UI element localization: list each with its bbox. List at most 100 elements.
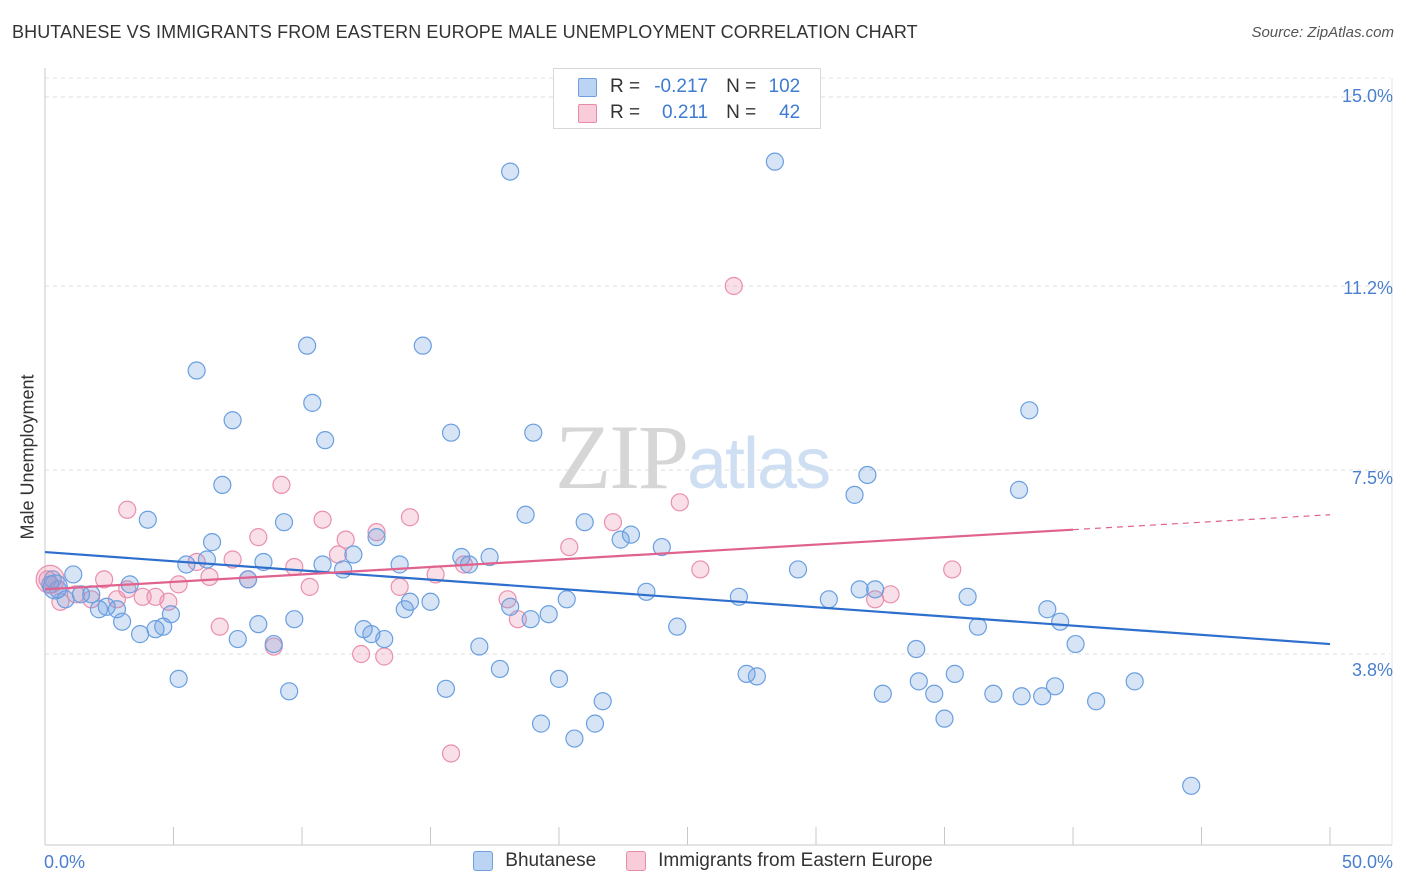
bhutanese-point [480, 547, 499, 567]
bhutanese-point [161, 605, 181, 624]
eastern-europe-point [210, 617, 229, 636]
bhutanese-point [138, 510, 157, 529]
bhutanese-point [316, 431, 335, 450]
bhutanese-point [249, 615, 268, 634]
legend: Bhutanese Immigrants from Eastern Europe [0, 850, 1406, 872]
legend-label: Immigrants from Eastern Europe [658, 850, 933, 871]
bhutanese-point [187, 361, 206, 380]
bhutanese-point [925, 684, 944, 703]
eastern-europe-point [200, 567, 219, 587]
bhutanese-point [1012, 687, 1031, 706]
bhutanese-point [441, 423, 461, 442]
bhutanese-point [549, 669, 569, 688]
bhutanese-point [747, 667, 766, 686]
correlation-stats-box: R = -0.217 N = 102 R = 0.211 N = 42 [553, 68, 821, 129]
bhutanese-point [228, 629, 247, 649]
bhutanese-point [413, 336, 432, 355]
n-label: N = [726, 76, 757, 97]
bhutanese-point [197, 550, 217, 569]
bhutanese-point [1038, 600, 1057, 619]
bhutanese-point [652, 537, 671, 557]
bhutanese-point [1045, 677, 1065, 696]
eastern-europe-point [95, 570, 114, 589]
bhutanese-point [436, 679, 456, 698]
bhutanese-trend-line [44, 550, 1331, 646]
eastern-europe-point [375, 647, 394, 666]
stats-row-bhutanese: R = -0.217 N = 102 [578, 74, 800, 100]
bhutanese-point [254, 552, 273, 572]
n-value: 42 [779, 102, 801, 123]
eastern-europe-point [400, 508, 420, 527]
bhutanese-point [637, 582, 656, 601]
bhutanese-point [130, 625, 150, 644]
r-label: R = [610, 76, 641, 97]
bhutanese-point [501, 162, 520, 181]
bhutanese-point [668, 617, 687, 636]
n-label: N = [726, 102, 757, 123]
y-axis-label: Male Unemployment [17, 374, 38, 540]
bhutanese-point [1125, 672, 1144, 691]
eastern-europe-point [441, 744, 461, 763]
stats-row-eastern-europe: R = 0.211 N = 42 [578, 100, 800, 126]
legend-item-bhutanese[interactable]: Bhutanese [473, 850, 596, 872]
eastern-europe-point [670, 493, 689, 512]
bhutanese-point [344, 545, 363, 564]
bhutanese-point [501, 597, 520, 616]
bhutanese-point [223, 411, 242, 430]
x-tick-label-max: 50.0% [1341, 852, 1393, 872]
bhutanese-point [1066, 634, 1085, 654]
eastern-europe-trend-line [44, 528, 1074, 591]
bhutanese-point [334, 560, 353, 579]
bhutanese-point [907, 639, 926, 659]
n-value: 102 [768, 76, 801, 97]
bhutanese-point [375, 629, 394, 649]
bhutanese-point [873, 684, 892, 703]
bhutanese-point [1182, 776, 1201, 795]
bhutanese-point [390, 555, 409, 574]
eastern-europe-point [390, 577, 409, 596]
watermark-atlas: atlas [687, 424, 831, 504]
bhutanese-point [858, 465, 877, 485]
bhutanese-point [71, 585, 91, 604]
eastern-europe-point [943, 560, 962, 579]
bhutanese-point [593, 692, 612, 711]
bhutanese-point [264, 634, 283, 654]
bhutanese-point [470, 637, 489, 656]
bhutanese-point [169, 669, 188, 688]
bhutanese-point [968, 617, 988, 636]
bhutanese-point [298, 336, 317, 355]
bhutanese-point [112, 612, 132, 631]
bhutanese-point [935, 709, 954, 728]
r-value: 0.211 [661, 102, 709, 123]
y-tick-label: 15.0% [1341, 86, 1393, 106]
eastern-europe-point [285, 557, 304, 577]
eastern-europe-point [691, 560, 710, 579]
bhutanese-point [303, 393, 322, 412]
bhutanese-point [274, 513, 294, 532]
bhutanese-point [280, 682, 299, 701]
bhutanese-point [521, 610, 540, 629]
eastern-europe-point [352, 644, 371, 664]
bhutanese-point [238, 570, 258, 589]
bhutanese-point [575, 513, 594, 532]
watermark-zip: ZIP [555, 406, 689, 508]
bhutanese-point [984, 684, 1003, 703]
eastern-europe-point [169, 575, 188, 594]
bhutanese-point [845, 485, 864, 504]
eastern-europe-point [881, 585, 900, 604]
bhutanese-point [557, 590, 576, 609]
bhutanese-point [531, 714, 551, 733]
bhutanese-point [565, 729, 584, 748]
bhutanese-point [819, 590, 838, 609]
r-value: -0.217 [654, 76, 709, 97]
r-label: R = [610, 102, 641, 123]
bhutanese-point [1051, 612, 1070, 631]
eastern-europe-point [300, 577, 319, 596]
bhutanese-point [866, 580, 885, 599]
bhutanese-point [765, 152, 784, 171]
eastern-europe-point [560, 537, 579, 557]
bhutanese-point [490, 659, 509, 679]
eastern-europe-point [498, 590, 517, 609]
legend-item-eastern-europe[interactable]: Immigrants from Eastern Europe [626, 850, 933, 872]
eastern-europe-point [336, 530, 355, 549]
